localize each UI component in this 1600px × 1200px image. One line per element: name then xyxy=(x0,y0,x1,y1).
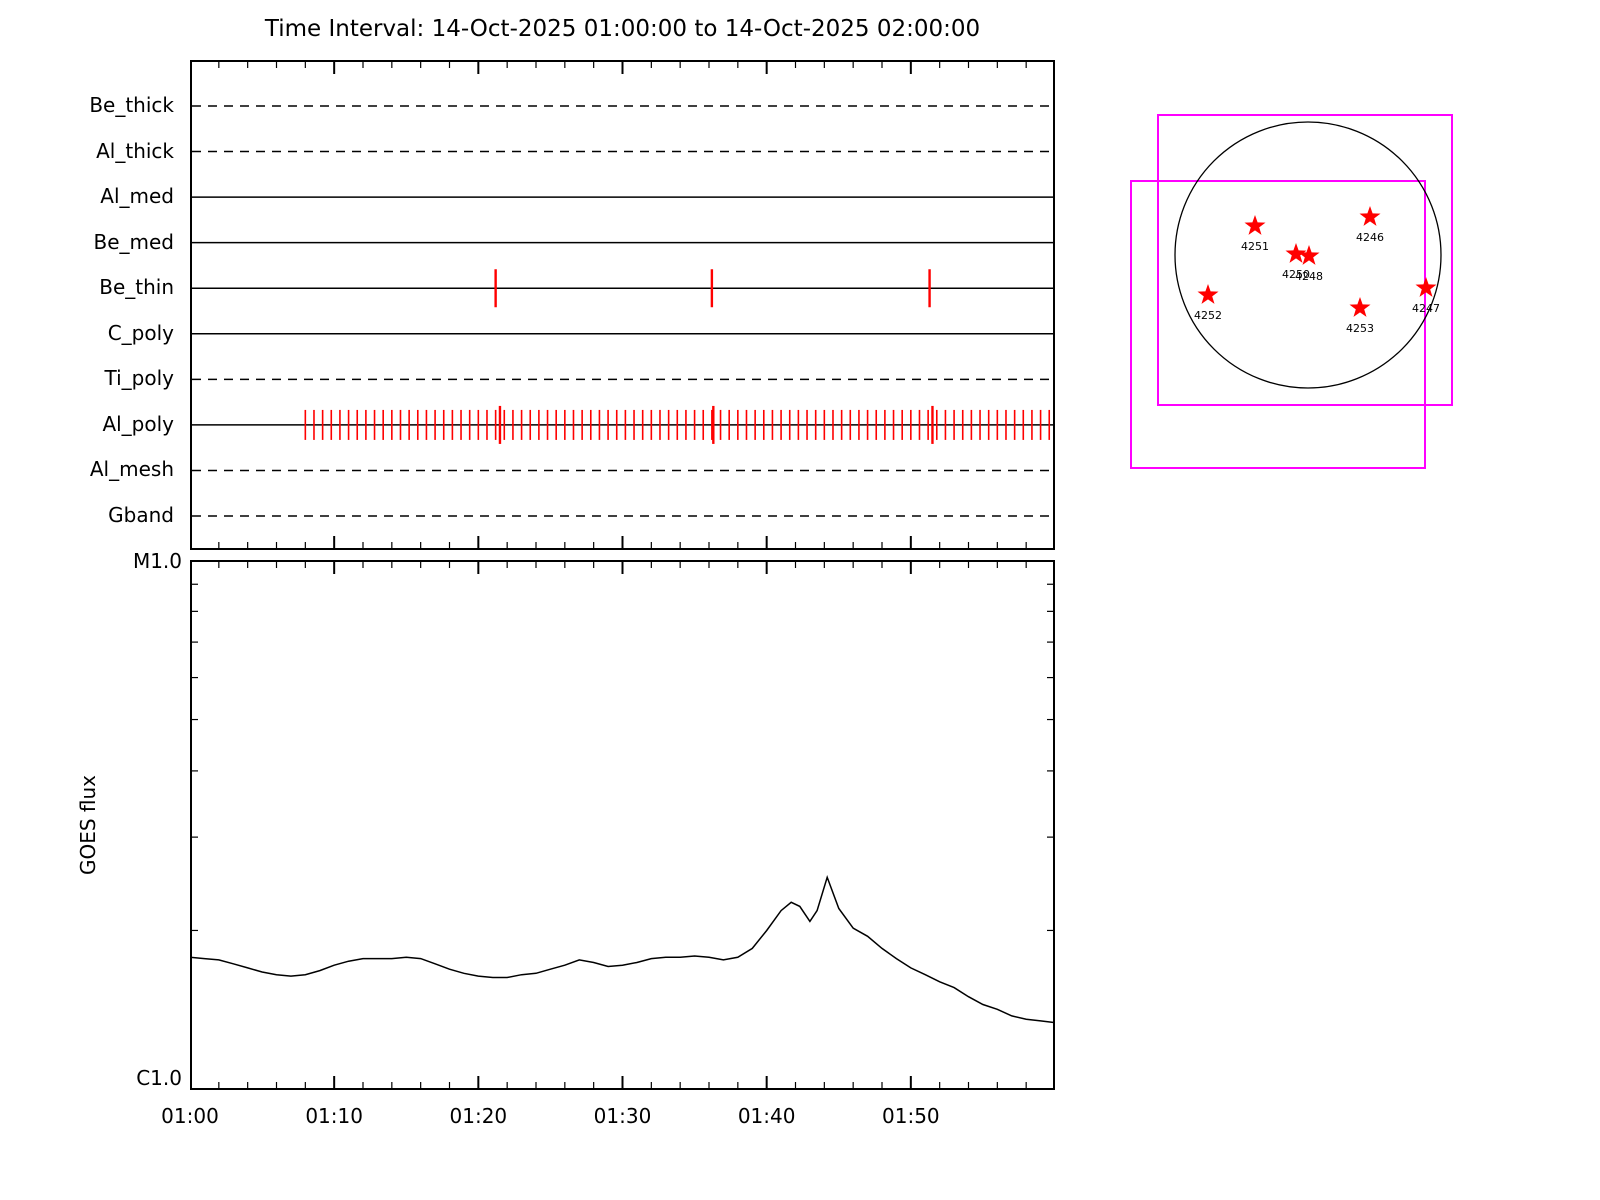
filter-labels: Be_thick Al_thick Al_med Be_med Be_thin C_pol… xyxy=(0,0,182,1200)
solar-limb-circle xyxy=(1174,121,1442,389)
x-axis-labels: 01:00 01:10 01:20 01:30 01:40 01:50 xyxy=(161,1104,1055,1134)
filter-label-Al_med: Al_med xyxy=(100,184,174,209)
active-region-star-4246 xyxy=(1359,206,1381,226)
active-region-label: 4252 xyxy=(1194,309,1222,322)
filter-label-Be_med: Be_med xyxy=(93,229,174,254)
x-tick-label: 01:30 xyxy=(593,1104,652,1128)
goes-border xyxy=(190,560,1055,1090)
exposure-ticks-Al_poly xyxy=(304,405,1051,444)
y-axis-title: GOES flux xyxy=(76,774,100,876)
active-region-star-4247 xyxy=(1415,277,1437,297)
active-region-star-4252 xyxy=(1197,284,1219,304)
active-region-label: 4248 xyxy=(1295,270,1323,283)
xrt-fov-box-1 xyxy=(1157,114,1453,406)
filter-label-Gband: Gband xyxy=(108,503,174,528)
active-region-star-4248 xyxy=(1298,245,1320,265)
active-region-label: 4246 xyxy=(1356,231,1384,244)
y-axis-label-max: M1.0 xyxy=(132,549,182,573)
exposure-ticks-Be_thin xyxy=(494,269,931,308)
filter-timeline-panel xyxy=(190,60,1055,550)
x-tick-label: 01:10 xyxy=(305,1104,363,1128)
x-tick-label: 01:20 xyxy=(449,1104,508,1128)
filter-label-Ti_poly: Ti_poly xyxy=(104,366,174,391)
filter-label-Al_thick: Al_thick xyxy=(96,138,174,163)
filter-label-Be_thin: Be_thin xyxy=(99,275,174,300)
active-region-label: 4253 xyxy=(1346,322,1374,335)
active-region-label: 4250 xyxy=(1282,268,1310,281)
active-region-label: 4251 xyxy=(1241,240,1269,253)
x-tick-label: 01:00 xyxy=(161,1104,219,1128)
timeline-border xyxy=(190,60,1055,550)
active-region-star-4250 xyxy=(1285,243,1307,263)
filter-label-Be_thick: Be_thick xyxy=(89,93,174,117)
filter-label-C_poly: C_poly xyxy=(107,320,174,345)
filter-label-Al_mesh: Al_mesh xyxy=(89,457,174,482)
x-tick-label: 01:40 xyxy=(737,1104,796,1128)
active-region-label: 4247 xyxy=(1412,302,1440,315)
y-axis-label-min: C1.0 xyxy=(136,1066,182,1090)
active-region-star-4251 xyxy=(1244,215,1266,235)
plot-title: Time Interval: 14-Oct-2025 01:00:00 to 1… xyxy=(264,16,981,42)
x-tick-label: 01:50 xyxy=(882,1104,940,1128)
active-region-star-4253 xyxy=(1349,297,1371,317)
xrt-fov-box-2 xyxy=(1130,180,1426,469)
goes-flux-panel xyxy=(190,560,1055,1090)
goes-flux-curve xyxy=(190,874,1055,1024)
filter-label-Al_poly: Al_poly xyxy=(102,411,174,436)
